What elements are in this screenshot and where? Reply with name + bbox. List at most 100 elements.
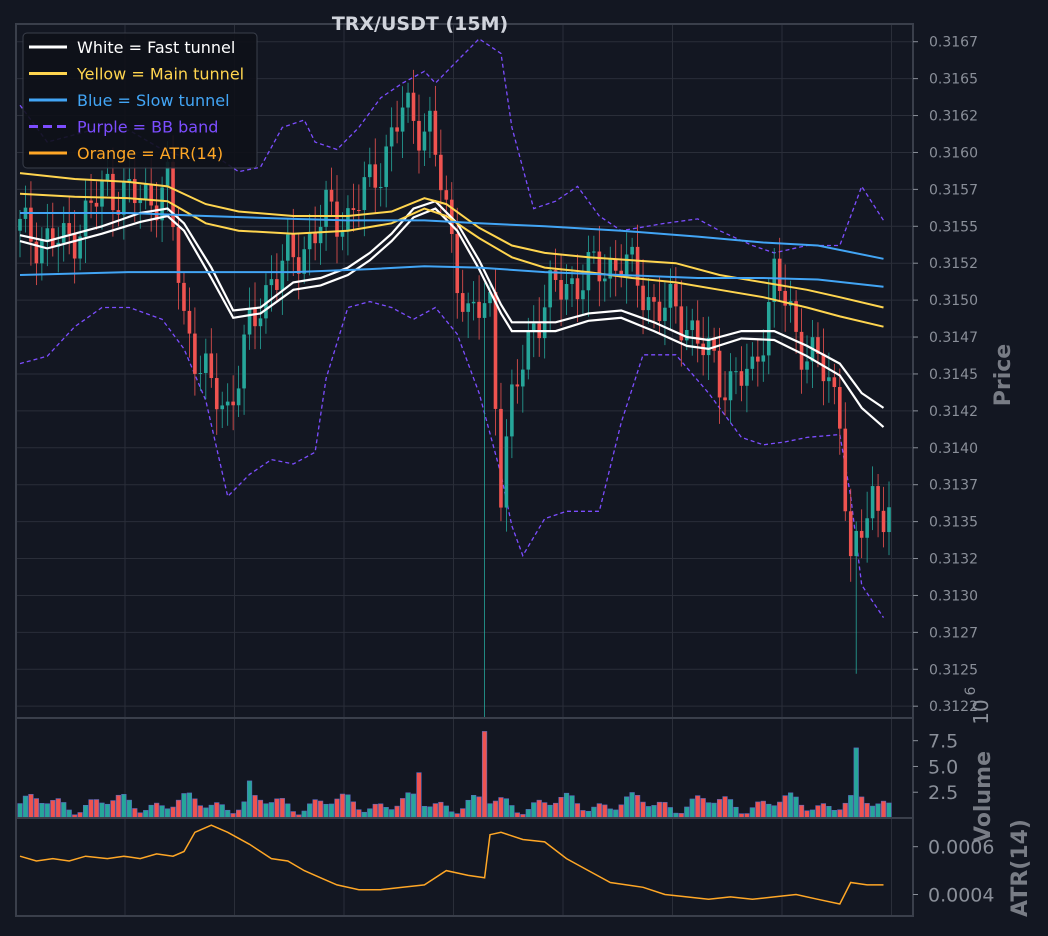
volume-bar: [192, 798, 198, 819]
volume-scale-exponent: 6: [963, 686, 979, 695]
candle-up: [548, 270, 552, 308]
volume-bar: [82, 805, 89, 819]
volume-bar: [241, 801, 247, 819]
volume-bar: [695, 795, 701, 819]
volume-bar: [148, 804, 154, 819]
candle-up: [531, 323, 536, 332]
candle-down: [641, 285, 645, 311]
volume-bar: [837, 809, 843, 819]
candle-up: [608, 259, 613, 279]
atr-tick-label: 0.0006: [928, 837, 994, 859]
candle-down: [357, 209, 361, 211]
volume-bar: [410, 793, 417, 819]
candle-up: [766, 302, 771, 356]
volume-bar: [328, 803, 335, 819]
volume-bar: [547, 804, 553, 819]
legend-box: [22, 32, 258, 169]
legend: White = Fast tunnel Yellow = Main tunnel B…: [22, 32, 258, 169]
candle-down: [553, 270, 558, 280]
candle-up: [488, 291, 492, 304]
volume-bar: [323, 803, 329, 819]
candle-down: [50, 228, 55, 247]
legend-entry-label: White = Fast tunnel: [77, 38, 235, 57]
candle-up: [870, 486, 875, 519]
candle-up: [624, 254, 629, 278]
candle-down: [717, 350, 722, 398]
candle-down: [499, 408, 503, 508]
volume-bar: [525, 809, 531, 819]
volume-bar: [307, 803, 313, 819]
candle-up: [225, 401, 230, 406]
candle-down: [799, 331, 804, 370]
volume-bar: [203, 807, 209, 819]
volume-bar: [432, 803, 438, 819]
candle-up: [105, 173, 110, 181]
candle-up: [45, 228, 50, 240]
candle-down: [821, 353, 826, 382]
candle-up: [406, 92, 410, 108]
volume-bar: [378, 803, 384, 819]
price-tick-label: 0.3160: [929, 145, 978, 161]
candle-down: [329, 189, 334, 202]
volume-bar: [99, 802, 105, 819]
volume-bar: [159, 805, 165, 819]
volume-bar: [476, 796, 482, 819]
candle-down: [187, 310, 192, 334]
candle-up: [384, 146, 388, 187]
volume-bar: [214, 802, 220, 819]
volume-bar: [317, 800, 324, 819]
volume-bar: [197, 805, 203, 819]
candle-up: [400, 107, 405, 132]
volume-bar: [727, 799, 734, 819]
candle-down: [253, 308, 257, 327]
volume-bar: [246, 780, 253, 819]
candle-down: [29, 207, 33, 242]
volume-bar: [580, 810, 586, 819]
volume-bar: [208, 804, 214, 819]
volume-bar: [312, 799, 318, 819]
volume-bar: [481, 731, 488, 819]
price-tick-label: 0.3127: [929, 625, 978, 641]
price-axis-label: Price: [991, 344, 1016, 406]
volume-bar: [662, 802, 668, 819]
candle-up: [734, 371, 738, 373]
candle-down: [848, 511, 853, 557]
candle-down: [613, 259, 618, 271]
volume-bar: [755, 801, 761, 819]
candle-down: [154, 205, 159, 221]
volume-bar: [820, 803, 827, 819]
candle-up: [236, 388, 241, 406]
candle-up: [570, 278, 574, 285]
candle-up: [510, 384, 514, 437]
volume-bar: [788, 792, 794, 819]
candle-up: [471, 301, 476, 304]
candle-up: [482, 303, 487, 318]
candle-down: [477, 301, 481, 318]
fast-tunnel-line: [19, 207, 885, 428]
volume-bar: [438, 801, 444, 819]
candle-down: [859, 530, 864, 538]
volume-bar: [771, 805, 777, 819]
candle-up: [602, 278, 607, 282]
volume-bar: [164, 808, 171, 819]
price-tick-label: 0.3157: [929, 182, 978, 198]
volume-bar: [706, 802, 712, 819]
candle-down: [597, 251, 602, 282]
candle-down: [67, 223, 71, 234]
candle-down: [214, 378, 219, 410]
candle-up: [745, 368, 749, 386]
volume-bar: [722, 796, 728, 819]
volume-bar: [350, 801, 356, 819]
volume-bar: [859, 796, 865, 819]
volume-bar: [181, 793, 187, 819]
candle-up: [165, 161, 170, 188]
candle-up: [138, 199, 143, 204]
candle-down: [881, 510, 886, 533]
candle-down: [296, 257, 301, 274]
candle-down: [373, 164, 378, 188]
volume-bar: [886, 802, 892, 819]
volume-bar: [345, 794, 351, 819]
candle-up: [663, 307, 667, 322]
volume-bar: [279, 798, 285, 819]
